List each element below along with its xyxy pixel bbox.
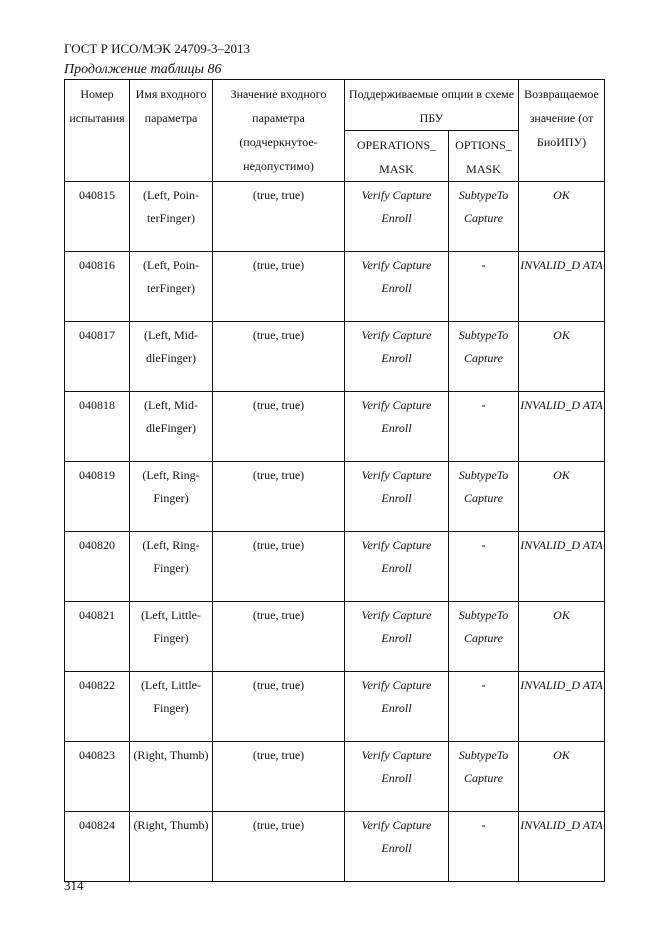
test-table: Номер испытания Имя входного параметра З… bbox=[64, 79, 605, 882]
cell-return: OK bbox=[518, 321, 605, 392]
cell-return: INVALID_D ATA bbox=[518, 811, 605, 882]
table-row: 040817 (Left, Mid-dleFinger) (true, true) V… bbox=[64, 321, 605, 392]
table-row: 040818 (Left, Mid-dleFinger) (true, true) V… bbox=[64, 391, 605, 462]
cell-return: INVALID_D ATA bbox=[518, 671, 605, 742]
cell-value: (true, true) bbox=[212, 251, 345, 322]
cell-operations-mask: Verify Capture Enroll bbox=[344, 391, 449, 462]
cell-return: INVALID_D ATA bbox=[518, 391, 605, 462]
table-row: 040821 (Left, Little-Finger) (true, true) V… bbox=[64, 601, 605, 672]
cell-name: (Left, Ring-Finger) bbox=[129, 461, 213, 532]
document-header: ГОСТ Р ИСО/МЭК 24709-3–2013 bbox=[64, 41, 251, 56]
table-row: 040822 (Left, Little-Finger) (true, true) V… bbox=[64, 671, 605, 742]
cell-operations-mask: Verify Capture Enroll bbox=[344, 811, 449, 882]
cell-return: OK bbox=[518, 461, 605, 532]
cell-operations-mask: Verify Capture Enroll bbox=[344, 741, 449, 812]
cell-number: 040822 bbox=[64, 671, 130, 742]
cell-value: (true, true) bbox=[212, 741, 345, 812]
cell-value: (true, true) bbox=[212, 391, 345, 462]
cell-operations-mask: Verify Capture Enroll bbox=[344, 601, 449, 672]
cell-options-mask: SubtypeTo Capture bbox=[448, 321, 519, 392]
cell-value: (true, true) bbox=[212, 181, 345, 252]
cell-operations-mask: Verify Capture Enroll bbox=[344, 321, 449, 392]
col-header-options: Поддерживаемые опции в схеме ПБУ bbox=[344, 79, 519, 131]
cell-value: (true, true) bbox=[212, 671, 345, 742]
cell-operations-mask: Verify Capture Enroll bbox=[344, 531, 449, 602]
cell-number: 040823 bbox=[64, 741, 130, 812]
cell-operations-mask: Verify Capture Enroll bbox=[344, 671, 449, 742]
col-header-return: Возвращаемое значение (от БиоИПУ) bbox=[518, 79, 605, 182]
table-row: 040815 (Left, Poin-terFinger) (true, true)… bbox=[64, 181, 605, 252]
cell-name: (Left, Mid-dleFinger) bbox=[129, 391, 213, 462]
cell-name: (Right, Thumb) bbox=[129, 811, 213, 882]
col-header-operations-mask: OPERATIONS_ MASK bbox=[344, 130, 449, 182]
cell-options-mask: SubtypeTo Capture bbox=[448, 601, 519, 672]
cell-name: (Left, Poin-terFinger) bbox=[129, 251, 213, 322]
cell-return: INVALID_D ATA bbox=[518, 531, 605, 602]
cell-return: OK bbox=[518, 181, 605, 252]
cell-options-mask: SubtypeTo Capture bbox=[448, 181, 519, 252]
cell-name: (Left, Little-Finger) bbox=[129, 671, 213, 742]
col-header-number: Номер испытания bbox=[64, 79, 130, 182]
page-number: 314 bbox=[64, 878, 84, 893]
cell-number: 040824 bbox=[64, 811, 130, 882]
cell-options-mask: SubtypeTo Capture bbox=[448, 741, 519, 812]
cell-options-mask: - bbox=[448, 811, 519, 882]
cell-number: 040816 bbox=[64, 251, 130, 322]
cell-number: 040815 bbox=[64, 181, 130, 252]
cell-return: INVALID_D ATA bbox=[518, 251, 605, 322]
cell-options-mask: - bbox=[448, 671, 519, 742]
cell-operations-mask: Verify Capture Enroll bbox=[344, 251, 449, 322]
cell-number: 040821 bbox=[64, 601, 130, 672]
cell-number: 040817 bbox=[64, 321, 130, 392]
cell-name: (Left, Ring-Finger) bbox=[129, 531, 213, 602]
cell-number: 040819 bbox=[64, 461, 130, 532]
cell-name: (Right, Thumb) bbox=[129, 741, 213, 812]
cell-return: OK bbox=[518, 741, 605, 812]
table-row: 040816 (Left, Poin-terFinger) (true, true)… bbox=[64, 251, 605, 322]
cell-name: (Left, Poin-terFinger) bbox=[129, 181, 213, 252]
table-row: 040820 (Left, Ring-Finger) (true, true) Ver… bbox=[64, 531, 605, 602]
table-caption: Продолжение таблицы 86 bbox=[64, 62, 222, 77]
cell-options-mask: - bbox=[448, 251, 519, 322]
cell-operations-mask: Verify Capture Enroll bbox=[344, 181, 449, 252]
table-row: 040824 (Right, Thumb) (true, true) Verify C… bbox=[64, 811, 605, 882]
cell-name: (Left, Little-Finger) bbox=[129, 601, 213, 672]
cell-options-mask: - bbox=[448, 391, 519, 462]
col-header-value: Значение входного параметра (подчеркнуто… bbox=[212, 79, 345, 182]
col-header-name: Имя входного параметра bbox=[129, 79, 213, 182]
table-row: 040823 (Right, Thumb) (true, true) Verify C… bbox=[64, 741, 605, 812]
cell-value: (true, true) bbox=[212, 601, 345, 672]
cell-operations-mask: Verify Capture Enroll bbox=[344, 461, 449, 532]
cell-value: (true, true) bbox=[212, 811, 345, 882]
cell-return: OK bbox=[518, 601, 605, 672]
cell-number: 040820 bbox=[64, 531, 130, 602]
cell-value: (true, true) bbox=[212, 531, 345, 602]
table-row: 040819 (Left, Ring-Finger) (true, true) Ver… bbox=[64, 461, 605, 532]
cell-options-mask: SubtypeTo Capture bbox=[448, 461, 519, 532]
cell-name: (Left, Mid-dleFinger) bbox=[129, 321, 213, 392]
cell-number: 040818 bbox=[64, 391, 130, 462]
col-header-options-mask: OPTIONS_ MASK bbox=[448, 130, 519, 182]
cell-value: (true, true) bbox=[212, 321, 345, 392]
cell-options-mask: - bbox=[448, 531, 519, 602]
cell-value: (true, true) bbox=[212, 461, 345, 532]
